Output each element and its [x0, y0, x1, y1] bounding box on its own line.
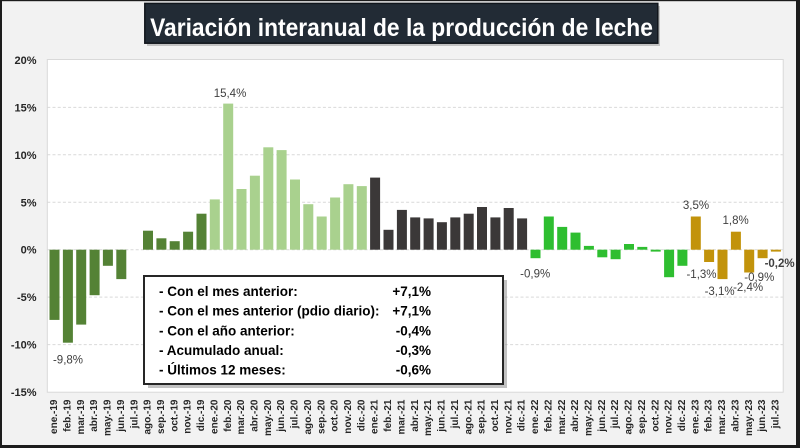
svg-text:nov.-21: nov.-21 — [503, 399, 514, 434]
svg-text:jul.-19: jul.-19 — [129, 399, 140, 429]
svg-text:may.-19: may.-19 — [103, 399, 114, 436]
svg-text:jul.-22: jul.-22 — [610, 399, 621, 429]
svg-text:ene.-23: ene.-23 — [690, 399, 701, 434]
svg-text:sep.-21: sep.-21 — [477, 399, 488, 434]
svg-text:ene.-21: ene.-21 — [370, 399, 381, 434]
svg-text:jun.-23: jun.-23 — [757, 399, 768, 433]
svg-text:ago.-19: ago.-19 — [143, 399, 154, 434]
svg-text:feb.-19: feb.-19 — [63, 399, 74, 432]
svg-text:feb.-22: feb.-22 — [543, 399, 554, 432]
svg-text:0%: 0% — [21, 245, 37, 257]
svg-text:jun.-19: jun.-19 — [116, 399, 127, 433]
svg-text:-0,4%: -0,4% — [396, 323, 431, 338]
svg-text:dic.-19: dic.-19 — [196, 399, 207, 431]
svg-text:-0,2%: -0,2% — [765, 258, 795, 270]
svg-text:abr.-21: abr.-21 — [410, 399, 421, 432]
svg-text:+7,1%: +7,1% — [392, 284, 431, 299]
svg-text:ago.-21: ago.-21 — [463, 399, 474, 434]
svg-text:15%: 15% — [14, 102, 36, 114]
svg-text:mar.-19: mar.-19 — [76, 399, 87, 434]
svg-text:-0,3%: -0,3% — [396, 343, 431, 358]
svg-text:-1,3%: -1,3% — [686, 269, 716, 281]
svg-text:nov.-20: nov.-20 — [343, 399, 354, 434]
svg-text:jul.-23: jul.-23 — [771, 399, 782, 429]
svg-text:-9,8%: -9,8% — [53, 354, 83, 366]
svg-text:ene.-22: ene.-22 — [530, 399, 541, 434]
svg-text:feb.-21: feb.-21 — [383, 399, 394, 432]
svg-text:ene.-19: ene.-19 — [49, 399, 60, 434]
svg-text:-5%: -5% — [17, 292, 37, 304]
svg-text:mar.-21: mar.-21 — [397, 399, 408, 434]
svg-text:1,8%: 1,8% — [722, 215, 748, 227]
svg-text:- Con el año anterior:: - Con el año anterior: — [159, 323, 295, 338]
svg-text:dic.-20: dic.-20 — [356, 399, 367, 431]
svg-text:sep.-22: sep.-22 — [637, 399, 648, 434]
svg-text:may.-23: may.-23 — [744, 399, 755, 436]
svg-text:abr.-23: abr.-23 — [731, 399, 742, 432]
svg-text:abr.-20: abr.-20 — [250, 399, 261, 432]
svg-text:15,4%: 15,4% — [214, 88, 247, 100]
svg-text:- Acumulado anual:: - Acumulado anual: — [159, 343, 284, 358]
svg-text:nov.-22: nov.-22 — [664, 399, 675, 434]
svg-text:-0,6%: -0,6% — [396, 363, 431, 378]
svg-text:Variación interanual de la pro: Variación interanual de la producción de… — [150, 14, 653, 42]
svg-text:jun.-21: jun.-21 — [437, 399, 448, 433]
svg-text:mar.-22: mar.-22 — [557, 399, 568, 434]
svg-text:may.-21: may.-21 — [423, 399, 434, 436]
svg-text:oct.-22: oct.-22 — [650, 399, 661, 432]
svg-text:10%: 10% — [14, 150, 36, 162]
svg-text:+7,1%: +7,1% — [392, 304, 431, 319]
svg-text:-0,9%: -0,9% — [744, 272, 774, 284]
svg-text:- Con el mes anterior:: - Con el mes anterior: — [159, 284, 298, 299]
svg-text:-0,9%: -0,9% — [520, 268, 550, 280]
svg-text:-3,1%: -3,1% — [705, 286, 735, 298]
svg-text:5%: 5% — [21, 197, 37, 209]
svg-text:3,5%: 3,5% — [683, 200, 709, 212]
svg-text:abr.-19: abr.-19 — [89, 399, 100, 432]
svg-text:-15%: -15% — [11, 387, 37, 399]
svg-text:feb.-23: feb.-23 — [704, 399, 715, 432]
svg-text:may.-22: may.-22 — [584, 399, 595, 436]
svg-text:ago.-20: ago.-20 — [303, 399, 314, 434]
svg-text:oct.-21: oct.-21 — [490, 399, 501, 432]
svg-text:dic.-21: dic.-21 — [517, 399, 528, 431]
svg-text:- Últimos 12 meses:: - Últimos 12 meses: — [159, 363, 286, 378]
svg-text:sep.-20: sep.-20 — [316, 399, 327, 434]
svg-text:sep.-19: sep.-19 — [156, 399, 167, 434]
svg-text:jul.-21: jul.-21 — [450, 399, 461, 429]
svg-text:abr.-22: abr.-22 — [570, 399, 581, 432]
svg-text:mar.-23: mar.-23 — [717, 399, 728, 434]
svg-text:-2,4%: -2,4% — [733, 282, 763, 294]
svg-text:jun.-20: jun.-20 — [276, 399, 287, 433]
svg-text:oct.-20: oct.-20 — [330, 399, 341, 432]
svg-text:ene.-20: ene.-20 — [209, 399, 220, 434]
svg-text:nov.-19: nov.-19 — [183, 399, 194, 434]
svg-text:feb.-20: feb.-20 — [223, 399, 234, 432]
svg-text:mar.-20: mar.-20 — [236, 399, 247, 434]
svg-text:-10%: -10% — [11, 340, 37, 352]
svg-text:20%: 20% — [14, 55, 36, 67]
svg-text:ago.-22: ago.-22 — [624, 399, 635, 434]
svg-text:oct.-19: oct.-19 — [169, 399, 180, 432]
svg-text:- Con el mes anterior (pdio di: - Con el mes anterior (pdio diario): — [159, 304, 380, 319]
svg-text:jun.-22: jun.-22 — [597, 399, 608, 433]
svg-text:may.-20: may.-20 — [263, 399, 274, 436]
svg-text:jul.-20: jul.-20 — [290, 399, 301, 429]
svg-text:dic.-22: dic.-22 — [677, 399, 688, 431]
